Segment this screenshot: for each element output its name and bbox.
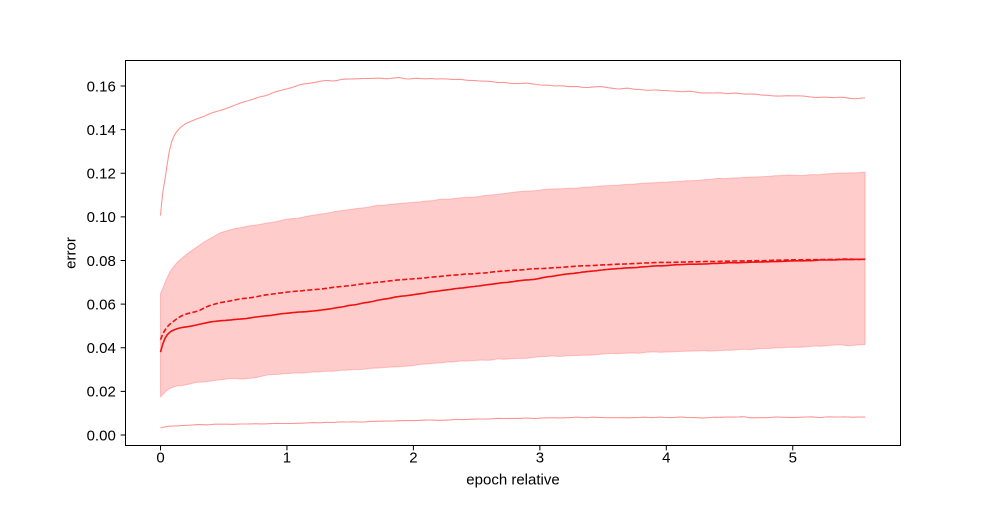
svg-text:0.12: 0.12 (87, 166, 116, 183)
svg-text:error: error (63, 237, 80, 269)
svg-text:0.08: 0.08 (87, 253, 116, 270)
svg-text:0.02: 0.02 (87, 384, 116, 401)
svg-text:0: 0 (156, 450, 164, 467)
svg-text:0.00: 0.00 (87, 427, 116, 444)
svg-text:5: 5 (789, 450, 797, 467)
svg-text:0.06: 0.06 (87, 296, 116, 313)
svg-text:0.10: 0.10 (87, 209, 116, 226)
svg-text:0.16: 0.16 (87, 78, 116, 95)
svg-text:4: 4 (662, 450, 670, 467)
svg-text:3: 3 (536, 450, 544, 467)
svg-text:2: 2 (409, 450, 417, 467)
svg-text:1: 1 (283, 450, 291, 467)
svg-text:epoch relative: epoch relative (466, 471, 559, 488)
svg-text:0.04: 0.04 (87, 340, 116, 357)
svg-text:0.14: 0.14 (87, 122, 116, 139)
